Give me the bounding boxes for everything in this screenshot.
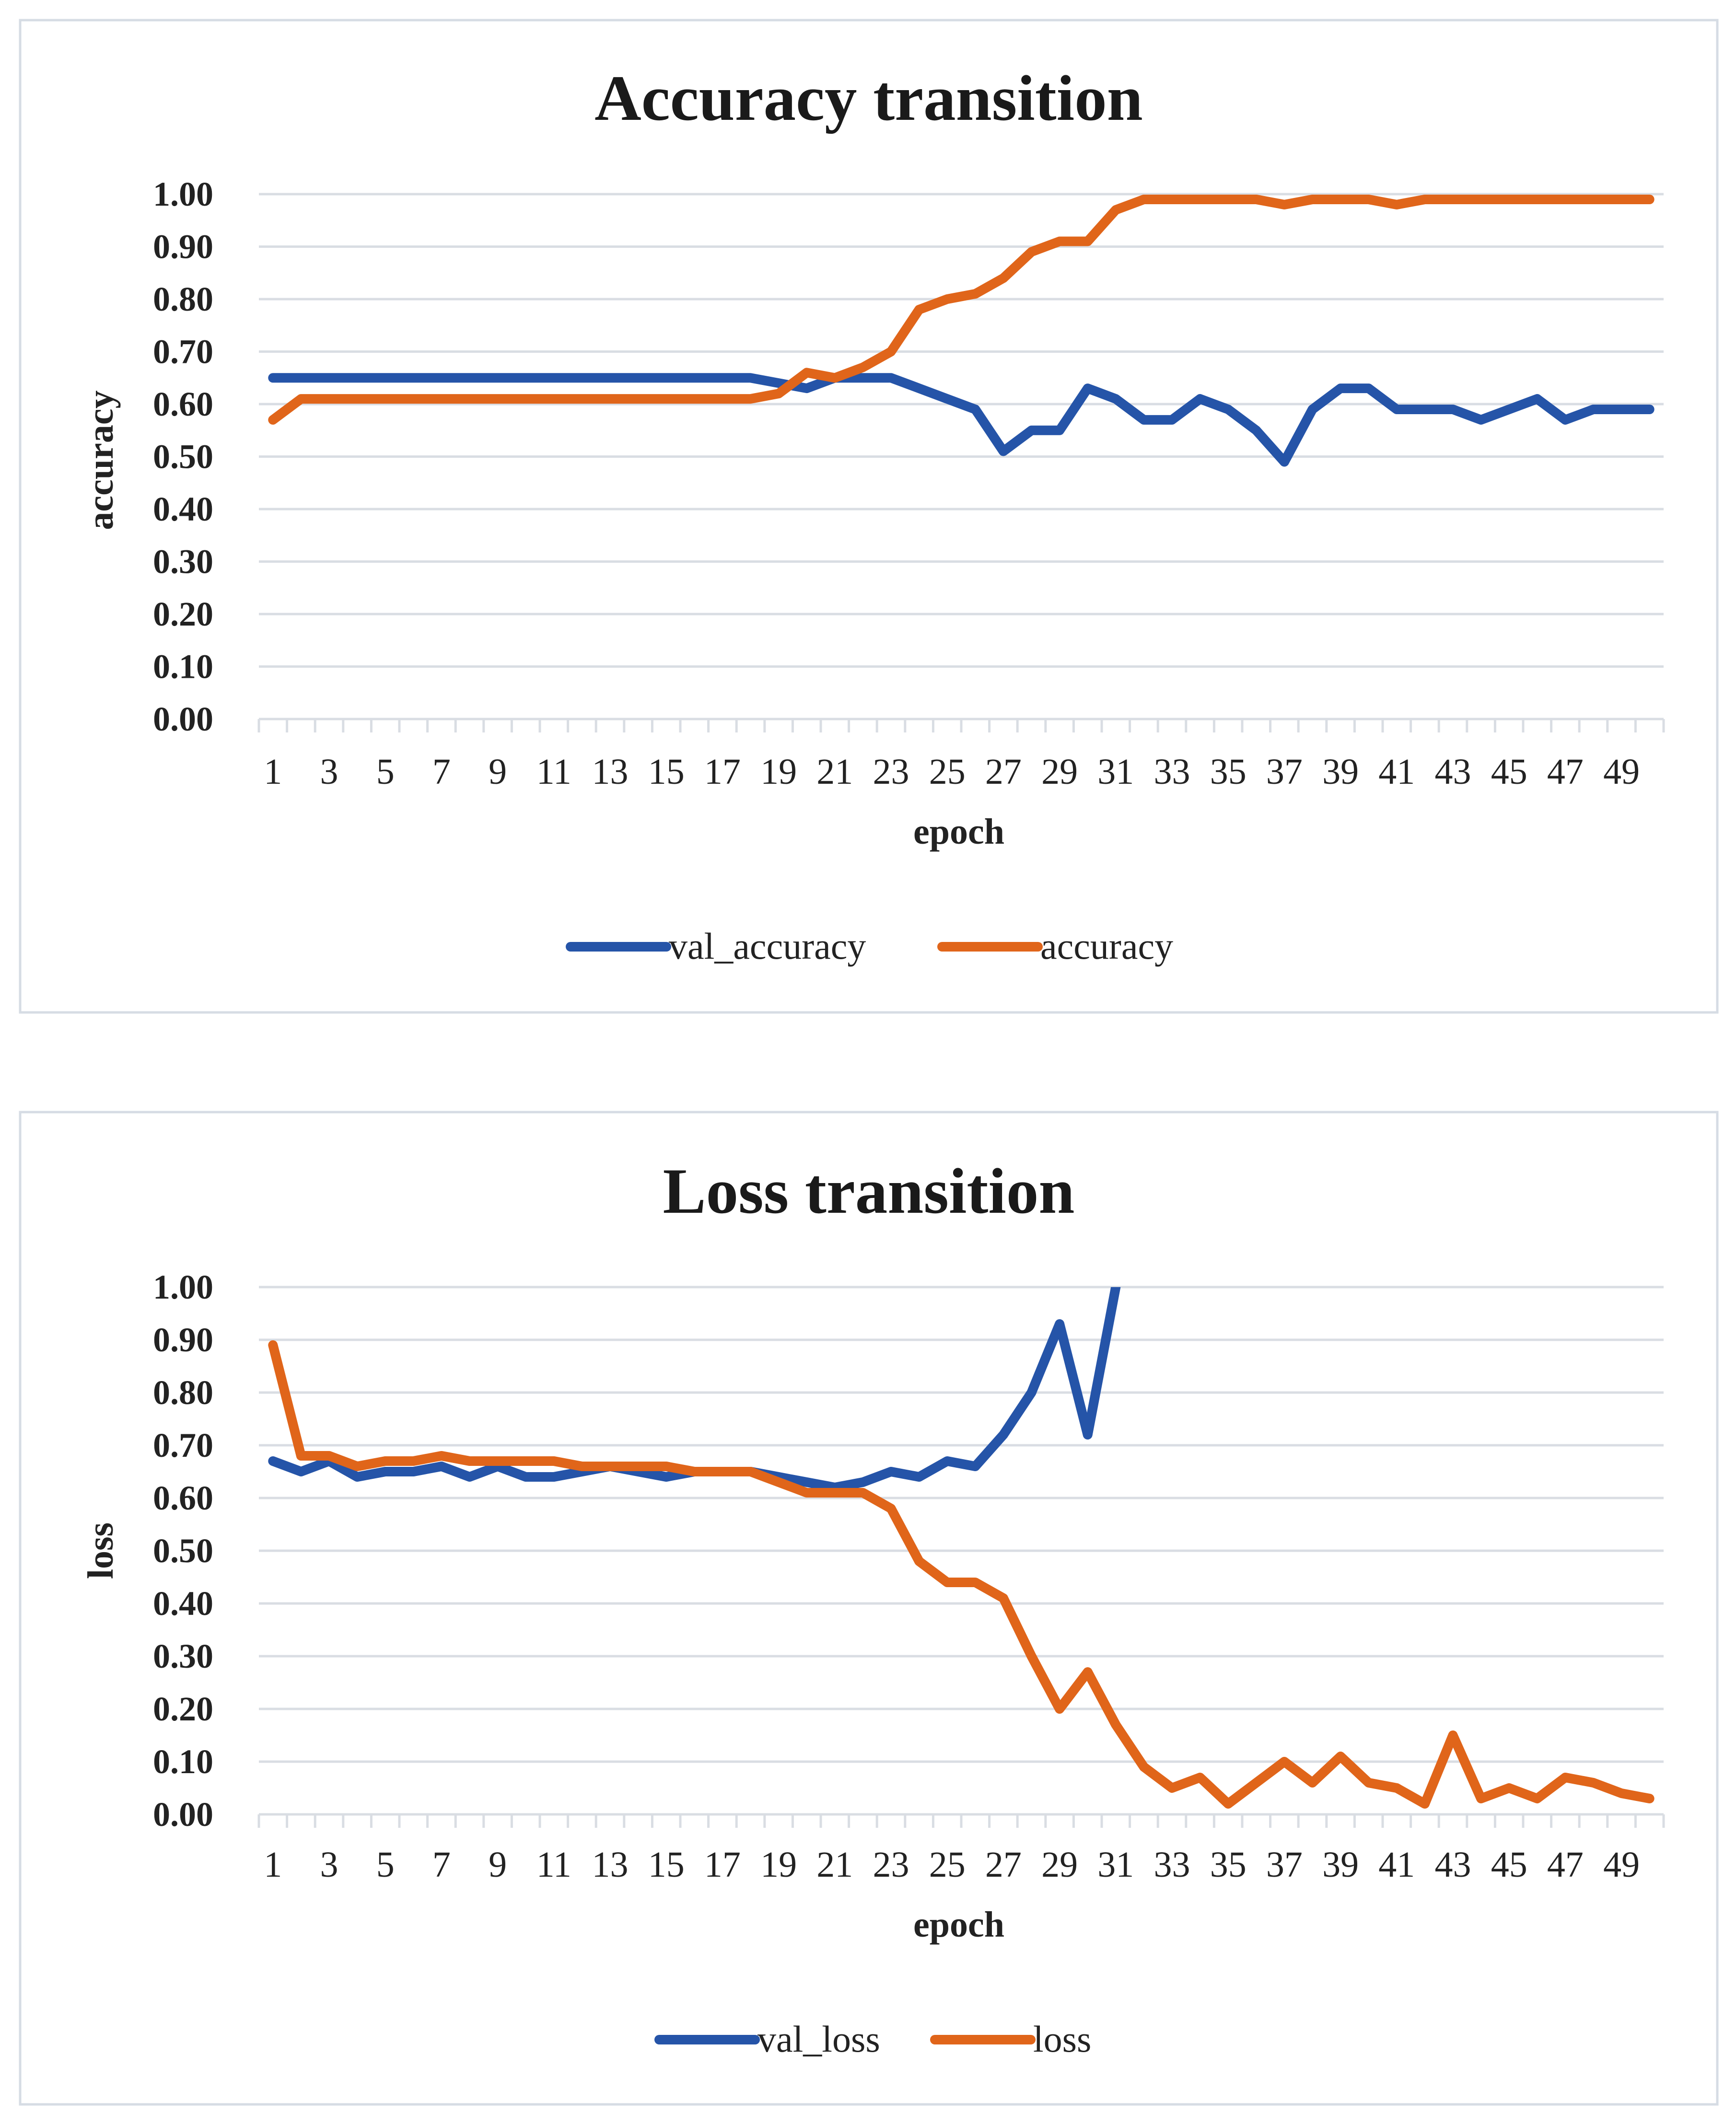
loss-y-tick-label: 0.90 <box>153 1321 213 1359</box>
legend-label-val-loss: val_loss <box>757 2018 880 2060</box>
accuracy-y-tick-label: 0.40 <box>153 490 213 528</box>
loss-x-tick-label: 31 <box>1097 1845 1134 1885</box>
accuracy-y-tick-label: 1.00 <box>153 175 213 213</box>
accuracy-y-tick-label: 0.50 <box>153 438 213 476</box>
loss-x-tick-label: 29 <box>1041 1845 1078 1885</box>
loss-y-tick-label: 0.30 <box>153 1637 213 1675</box>
loss-x-tick-label: 47 <box>1547 1845 1584 1885</box>
loss-y-tick-label: 1.00 <box>153 1268 213 1306</box>
legend-label-accuracy: accuracy <box>1040 925 1173 967</box>
loss-x-tick-label: 23 <box>873 1845 909 1885</box>
loss-x-tick-label: 39 <box>1322 1845 1359 1885</box>
accuracy-x-axis-label: epoch <box>913 812 1004 852</box>
loss-x-tick-label: 1 <box>264 1845 282 1885</box>
loss-y-tick-label: 0.60 <box>153 1479 213 1517</box>
accuracy-x-tick-label: 19 <box>760 752 797 792</box>
loss-x-tick-label: 25 <box>929 1845 966 1885</box>
accuracy-y-tick-label: 0.00 <box>153 700 213 738</box>
loss-chart-title: Loss transition <box>663 1156 1075 1227</box>
accuracy-x-ticks: 1 3 5 7 9 11 13 15 17 19 21 23 25 27 29 31 33 35 37 39 41 43 4… <box>264 752 1640 792</box>
accuracy-x-tick-label: 47 <box>1547 752 1584 792</box>
accuracy-y-tick-label: 0.60 <box>153 385 213 423</box>
loss-x-tick-label: 9 <box>489 1845 507 1885</box>
accuracy-y-tick-label: 0.30 <box>153 543 213 581</box>
accuracy-x-tick-label: 43 <box>1435 752 1471 792</box>
accuracy-chart-panel <box>19 19 1719 1014</box>
loss-y-axis-label: loss <box>81 1522 121 1579</box>
accuracy-x-tick-label: 15 <box>648 752 685 792</box>
legend-label-val-accuracy: val_accuracy <box>669 925 866 967</box>
accuracy-x-tick-label: 21 <box>816 752 853 792</box>
loss-x-tick-label: 13 <box>592 1845 629 1885</box>
accuracy-chart: Accuracy transition 0.00 0.10 0.20 0.30 0.40… <box>19 19 1719 1014</box>
loss-x-tick-label: 33 <box>1154 1845 1190 1885</box>
loss-x-tick-label: 11 <box>536 1845 571 1885</box>
loss-x-tick-label: 41 <box>1378 1845 1415 1885</box>
accuracy-x-tick-label: 49 <box>1603 752 1640 792</box>
accuracy-x-tick-label: 37 <box>1266 752 1303 792</box>
accuracy-x-tick-label: 27 <box>985 752 1022 792</box>
loss-y-tick-label: 0.80 <box>153 1373 213 1412</box>
loss-x-axis-label: epoch <box>913 1904 1004 1945</box>
accuracy-x-tick-label: 35 <box>1210 752 1247 792</box>
series-line-loss <box>268 1340 1654 1809</box>
loss-y-tick-label: 0.20 <box>153 1690 213 1728</box>
loss-x-tick-label: 43 <box>1435 1845 1471 1885</box>
accuracy-x-tick-label: 23 <box>873 752 909 792</box>
series-line-val-accuracy <box>268 373 1654 467</box>
accuracy-legend: val_accuracy accuracy <box>566 925 1173 967</box>
accuracy-x-tick-label: 41 <box>1378 752 1415 792</box>
accuracy-x-tick-label: 3 <box>320 752 338 792</box>
loss-x-tick-label: 45 <box>1491 1845 1527 1885</box>
accuracy-x-tick-label: 45 <box>1491 752 1527 792</box>
accuracy-x-tick-label: 11 <box>536 752 571 792</box>
accuracy-x-tick-label: 29 <box>1041 752 1078 792</box>
accuracy-y-axis-label: accuracy <box>81 390 121 530</box>
loss-y-tick-label: 0.50 <box>153 1532 213 1570</box>
loss-x-tick-label: 37 <box>1266 1845 1303 1885</box>
accuracy-y-ticks: 0.00 0.10 0.20 0.30 0.40 0.50 0.60 0.70 0.80 0.90… <box>153 175 213 738</box>
loss-y-ticks: 0.00 0.10 0.20 0.30 0.40 0.50 0.60 0.70 0.80 0.90… <box>153 1268 213 1834</box>
accuracy-y-tick-label: 0.80 <box>153 280 213 318</box>
loss-y-tick-label: 0.70 <box>153 1426 213 1464</box>
loss-x-tick-label: 3 <box>320 1845 338 1885</box>
accuracy-x-tick-label: 5 <box>376 752 395 792</box>
accuracy-x-tick-label: 39 <box>1322 752 1359 792</box>
legend-label-loss: loss <box>1033 2018 1091 2060</box>
loss-y-tick-label: 0.00 <box>153 1795 213 1834</box>
accuracy-x-tick-label: 7 <box>432 752 451 792</box>
loss-x-ticks: 1 3 5 7 9 11 13 15 17 19 21 23 25 27 29 31 33 35 37 39 41 43 4… <box>264 1845 1640 1885</box>
accuracy-y-tick-label: 0.10 <box>153 648 213 686</box>
loss-y-tick-label: 0.40 <box>153 1584 213 1623</box>
accuracy-series <box>268 195 1654 467</box>
accuracy-chart-title: Accuracy transition <box>594 63 1143 134</box>
loss-legend: val_loss loss <box>654 2018 1091 2060</box>
loss-x-tick-label: 7 <box>432 1845 451 1885</box>
loss-x-tick-label: 5 <box>376 1845 395 1885</box>
accuracy-x-tick-label: 31 <box>1097 752 1134 792</box>
accuracy-y-tick-label: 0.70 <box>153 333 213 371</box>
accuracy-x-tick-label: 25 <box>929 752 966 792</box>
loss-series <box>268 1287 1654 1809</box>
accuracy-x-tick-label: 33 <box>1154 752 1190 792</box>
accuracy-x-tick-label: 17 <box>704 752 741 792</box>
loss-x-tick-label: 19 <box>760 1845 797 1885</box>
accuracy-x-tick-label: 1 <box>264 752 282 792</box>
series-line-accuracy <box>268 195 1654 425</box>
loss-x-tick-label: 21 <box>816 1845 853 1885</box>
loss-y-tick-label: 0.10 <box>153 1742 213 1781</box>
accuracy-y-tick-label: 0.90 <box>153 228 213 266</box>
loss-x-tick-label: 17 <box>704 1845 741 1885</box>
accuracy-x-tick-label: 13 <box>592 752 629 792</box>
loss-x-tick-label: 15 <box>648 1845 685 1885</box>
loss-x-tick-label: 35 <box>1210 1845 1247 1885</box>
loss-chart-panel <box>19 1111 1719 2106</box>
loss-chart: Loss transition 0.00 0.10 0.20 0.30 0.40 0.50… <box>19 1111 1719 2106</box>
accuracy-x-tick-label: 9 <box>489 752 507 792</box>
accuracy-y-tick-label: 0.20 <box>153 595 213 633</box>
loss-gridlines <box>257 1286 1665 1828</box>
loss-x-tick-label: 27 <box>985 1845 1022 1885</box>
loss-x-tick-label: 49 <box>1603 1845 1640 1885</box>
